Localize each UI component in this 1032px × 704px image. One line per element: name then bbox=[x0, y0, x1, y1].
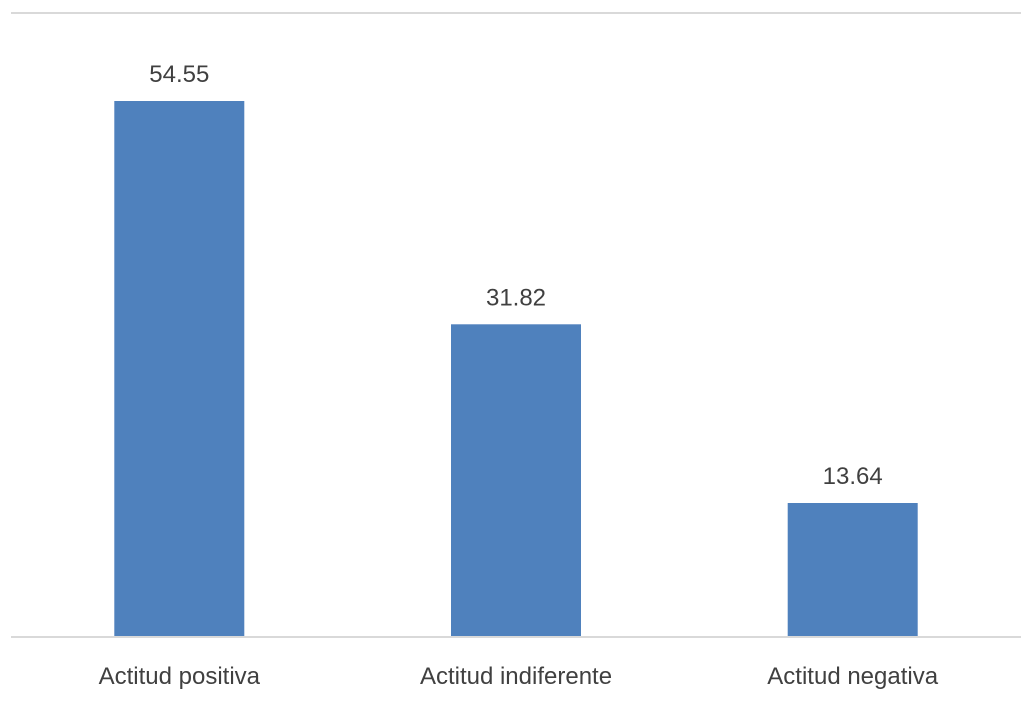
category-labels-layer: Actitud positiva Actitud indiferente Actit… bbox=[99, 663, 939, 690]
data-labels-layer: 54.55 31.82 13.64 bbox=[149, 61, 882, 490]
x-tick-label: Actitud positiva bbox=[99, 663, 261, 690]
data-label: 13.64 bbox=[823, 463, 883, 490]
x-tick-label: Actitud negativa bbox=[767, 663, 938, 690]
bars-layer bbox=[114, 101, 918, 637]
bar bbox=[114, 101, 245, 637]
bar bbox=[451, 324, 581, 637]
bar bbox=[787, 503, 918, 637]
data-label: 54.55 bbox=[149, 61, 209, 88]
data-label: 31.82 bbox=[486, 284, 546, 311]
x-tick-label: Actitud indiferente bbox=[420, 663, 612, 690]
